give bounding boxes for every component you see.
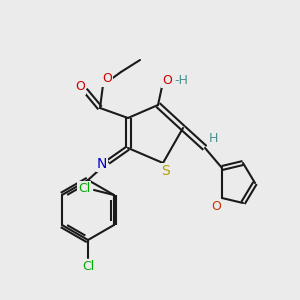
Text: O: O bbox=[162, 74, 172, 86]
Text: H: H bbox=[208, 131, 218, 145]
Text: Cl: Cl bbox=[82, 260, 94, 272]
Text: N: N bbox=[97, 157, 107, 171]
Text: -H: -H bbox=[174, 74, 188, 86]
Text: O: O bbox=[211, 200, 221, 212]
Text: O: O bbox=[102, 73, 112, 85]
Text: S: S bbox=[162, 164, 170, 178]
Text: Cl: Cl bbox=[78, 182, 90, 194]
Text: O: O bbox=[75, 80, 85, 94]
